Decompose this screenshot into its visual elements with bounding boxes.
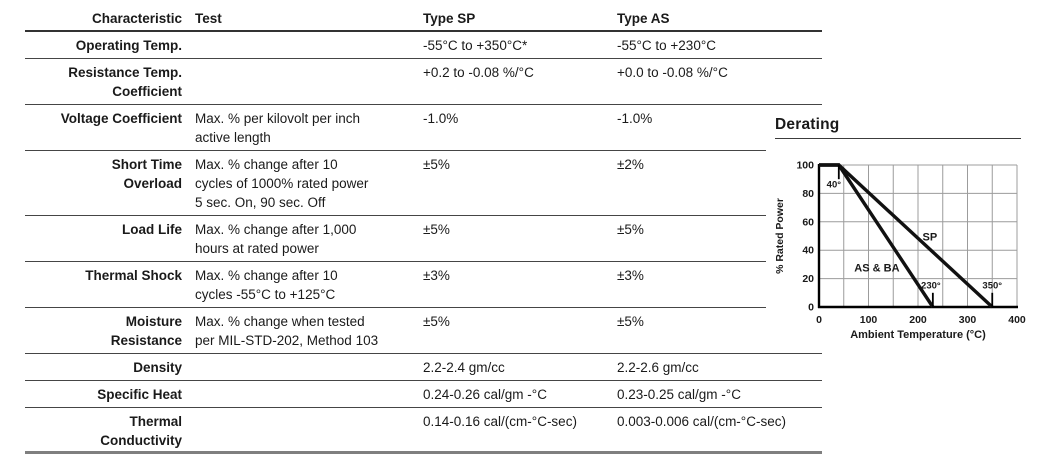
test-cell [185,32,413,59]
table-row: Voltage Coefficient Max. % per kilovolt … [25,105,822,151]
derating-chart: 0 100 200 300 400 0 20 40 60 80 100 Ambient Tempera… [774,160,1026,342]
characteristic-cell: Moisture Resistance [110,314,182,348]
type-as-cell: -1.0% [617,111,653,126]
type-sp-cell: ±3% [423,268,450,283]
characteristic-cell: Short Time Overload [111,157,182,191]
type-as-cell: 0.23-0.25 cal/gm -°C [617,387,741,402]
characteristic-cell: Specific Heat [97,387,182,402]
test-cell [185,59,413,105]
svg-text:230°: 230° [921,281,941,292]
table-row: Operating Temp. -55°C to +350°C* -55°C t… [25,32,822,59]
svg-text:0: 0 [816,314,822,326]
characteristic-cell: Voltage Coefficient [60,111,182,126]
table-row: Moisture Resistance Max. % change when t… [25,308,822,354]
svg-text:20: 20 [802,273,814,285]
table-row: Resistance Temp. Coefficient +0.2 to -0.… [25,59,822,105]
type-sp-cell: 2.2-2.4 gm/cc [423,360,505,375]
tick-labels: 0 100 200 300 400 0 20 40 60 80 100 [796,160,1025,327]
test-cell: Max. % change after 1,000 hours at rated… [195,222,357,256]
svg-text:80: 80 [802,188,814,200]
characteristic-cell: Thermal Conductivity [100,414,182,448]
axes [817,164,1018,309]
table-row: Thermal Conductivity 0.14-0.16 cal/(cm-°… [25,408,822,454]
svg-text:0: 0 [808,302,814,314]
test-cell [185,354,413,381]
degree-markers: 40° 230° 350° [827,165,1002,307]
chart-title: Derating [775,116,1021,139]
test-cell [185,381,413,408]
table-row: Specific Heat 0.24-0.26 cal/gm -°C 0.23-… [25,381,822,408]
test-cell: Max. % per kilovolt per inch active leng… [195,111,361,145]
svg-text:60: 60 [802,216,814,228]
header-test: Test [195,11,222,26]
characteristic-cell: Resistance Temp. Coefficient [68,65,182,99]
type-as-cell: -55°C to +230°C [617,38,716,53]
table-row: Thermal Shock Max. % change after 10 cyc… [25,262,822,308]
characteristic-cell: Load Life [122,222,182,237]
table-row: Short Time Overload Max. % change after … [25,151,822,216]
svg-text:AS & BA: AS & BA [854,263,899,275]
svg-text:350°: 350° [982,281,1002,292]
test-cell [185,408,413,454]
type-as-cell: ±5% [617,222,644,237]
header-type-sp: Type SP [423,11,476,26]
test-cell: Max. % change when tested per MIL-STD-20… [195,314,379,348]
type-sp-cell: -1.0% [423,111,459,126]
table-row: Load Life Max. % change after 1,000 hour… [25,216,822,262]
svg-text:200: 200 [909,314,927,326]
svg-text:SP: SP [923,231,938,243]
type-as-cell: 0.003-0.006 cal/(cm-°C-sec) [617,414,786,429]
svg-text:400: 400 [1008,314,1026,326]
svg-text:40: 40 [802,245,814,257]
table-row: Density 2.2-2.4 gm/cc 2.2-2.6 gm/cc [25,354,822,381]
type-sp-cell: +0.2 to -0.08 %/°C [423,65,534,80]
svg-text:300: 300 [959,314,977,326]
grid [819,164,1018,307]
type-as-cell: ±5% [617,314,644,329]
svg-text:40°: 40° [827,180,842,191]
type-as-cell: ±3% [617,268,644,283]
type-sp-cell: ±5% [423,314,450,329]
test-cell: Max. % change after 10 cycles of 1000% r… [195,157,369,210]
series-sp: SP [819,163,994,309]
characteristic-cell: Operating Temp. [75,38,182,53]
type-sp-cell: -55°C to +350°C* [423,38,528,53]
characteristics-table: Characteristic Test Type SP Type AS Oper… [25,5,822,454]
characteristic-cell: Thermal Shock [85,268,182,283]
x-axis-label: Ambient Temperature (°C) [850,329,986,341]
type-as-cell: +0.0 to -0.08 %/°C [617,65,728,80]
type-sp-cell: ±5% [423,157,450,172]
type-sp-cell: 0.14-0.16 cal/(cm-°C-sec) [423,414,577,429]
type-as-cell: ±2% [617,157,644,172]
test-cell: Max. % change after 10 cycles -55°C to +… [195,268,338,302]
svg-text:100: 100 [860,314,878,326]
svg-text:100: 100 [796,160,814,172]
header-characteristic: Characteristic [91,11,182,26]
type-as-cell: 2.2-2.6 gm/cc [617,360,699,375]
table-header-row: Characteristic Test Type SP Type AS [25,5,822,32]
type-sp-cell: ±5% [423,222,450,237]
header-type-as: Type AS [617,11,670,26]
y-axis-label: % Rated Power [774,198,786,274]
type-sp-cell: 0.24-0.26 cal/gm -°C [423,387,547,402]
characteristic-cell: Density [133,360,182,375]
